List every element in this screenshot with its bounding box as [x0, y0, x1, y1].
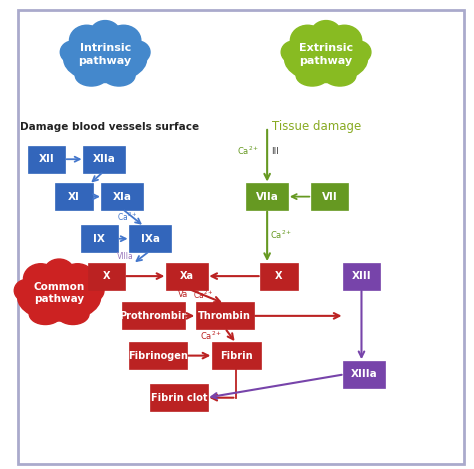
FancyBboxPatch shape [343, 361, 385, 388]
Text: Ca$^{2+}$: Ca$^{2+}$ [192, 288, 213, 301]
Ellipse shape [327, 25, 362, 56]
Ellipse shape [57, 303, 89, 325]
Text: XI: XI [68, 192, 80, 202]
Ellipse shape [103, 65, 135, 86]
Text: Ca$^{2+}$: Ca$^{2+}$ [237, 145, 259, 158]
Ellipse shape [24, 264, 58, 294]
Text: Damage blood vessels surface: Damage blood vessels surface [20, 122, 199, 132]
Ellipse shape [346, 41, 371, 63]
Ellipse shape [90, 21, 120, 46]
Text: IX: IX [93, 234, 105, 244]
FancyBboxPatch shape [83, 146, 125, 173]
FancyBboxPatch shape [129, 342, 187, 369]
Text: X: X [102, 271, 110, 281]
Text: Va: Va [178, 290, 188, 299]
Ellipse shape [60, 264, 95, 294]
Text: Fibrin: Fibrin [220, 351, 253, 361]
Text: Prothrombin: Prothrombin [119, 311, 188, 321]
FancyBboxPatch shape [166, 263, 208, 290]
Ellipse shape [324, 65, 356, 86]
Text: XIII: XIII [352, 271, 372, 281]
Text: XII: XII [38, 154, 55, 164]
FancyBboxPatch shape [246, 183, 288, 210]
Ellipse shape [18, 274, 100, 321]
FancyBboxPatch shape [212, 342, 261, 369]
Text: XIIa: XIIa [92, 154, 116, 164]
Text: III: III [271, 147, 279, 156]
FancyBboxPatch shape [129, 225, 171, 252]
Text: Fibrinogen: Fibrinogen [128, 351, 188, 361]
FancyBboxPatch shape [28, 146, 65, 173]
Ellipse shape [284, 36, 367, 83]
FancyBboxPatch shape [311, 183, 348, 210]
Ellipse shape [60, 41, 86, 63]
Text: Thrombin: Thrombin [198, 311, 251, 321]
Text: Intrinsic
pathway: Intrinsic pathway [79, 43, 132, 66]
FancyBboxPatch shape [81, 225, 118, 252]
Text: IXa: IXa [140, 234, 160, 244]
Ellipse shape [75, 65, 108, 86]
Ellipse shape [106, 25, 141, 56]
Ellipse shape [70, 25, 104, 56]
FancyBboxPatch shape [18, 10, 464, 464]
Ellipse shape [14, 280, 39, 302]
Ellipse shape [281, 41, 307, 63]
Text: VIIa: VIIa [256, 192, 279, 202]
Text: VII: VII [322, 192, 337, 202]
Text: X: X [275, 271, 283, 281]
Ellipse shape [125, 41, 150, 63]
Text: Tissue damage: Tissue damage [272, 121, 362, 134]
Ellipse shape [311, 21, 341, 46]
Ellipse shape [64, 36, 146, 83]
FancyBboxPatch shape [88, 263, 125, 290]
Text: Ca$^{2+}$: Ca$^{2+}$ [200, 329, 222, 342]
Ellipse shape [291, 25, 325, 56]
Text: Ca$^{2+}$: Ca$^{2+}$ [117, 211, 137, 223]
Ellipse shape [79, 280, 104, 302]
Text: VIIIa: VIIIa [117, 252, 134, 261]
FancyBboxPatch shape [122, 303, 185, 329]
Text: XIIIa: XIIIa [351, 369, 377, 379]
Text: Fibrin clot: Fibrin clot [151, 393, 207, 403]
Text: XIa: XIa [113, 192, 132, 202]
Text: Ca$^{2+}$: Ca$^{2+}$ [270, 228, 292, 241]
Text: Common
pathway: Common pathway [34, 282, 85, 304]
Ellipse shape [296, 65, 328, 86]
Text: Xa: Xa [180, 271, 194, 281]
FancyBboxPatch shape [343, 263, 380, 290]
FancyBboxPatch shape [101, 183, 143, 210]
FancyBboxPatch shape [55, 183, 93, 210]
FancyBboxPatch shape [260, 263, 298, 290]
Text: Extrinsic
pathway: Extrinsic pathway [299, 43, 353, 66]
Ellipse shape [29, 303, 62, 325]
Ellipse shape [44, 259, 74, 285]
FancyBboxPatch shape [196, 303, 254, 329]
FancyBboxPatch shape [150, 384, 208, 411]
